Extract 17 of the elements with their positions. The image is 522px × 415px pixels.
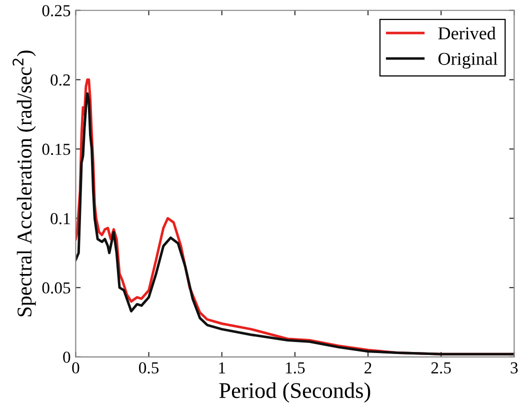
x-axis-title: Period (Seconds) [219,382,370,403]
x-tick-label: 3 [510,362,518,374]
y-tick-label: 0.15 [42,144,70,156]
y-tick-label: 0 [63,352,70,363]
y-tick-label: 0.05 [42,282,70,294]
y-axis-title: Spectral Acceleration (rad/sec$^{2}$) [12,50,36,316]
x-tick-label: 0.5 [138,362,159,374]
legend-label: Original [438,52,498,69]
x-tick-label: 0 [72,362,80,374]
y-tick-label: 0.25 [42,5,70,16]
legend-label: Derived [438,26,496,40]
x-tick-label: 2.5 [431,362,451,374]
x-tick-label: 1 [219,362,226,374]
x-tick-label: 1.5 [286,362,305,374]
x-tick-label: 2 [364,362,372,374]
y-tick-label: 0.1 [50,212,70,224]
y-tick-label: 0.2 [50,74,70,86]
